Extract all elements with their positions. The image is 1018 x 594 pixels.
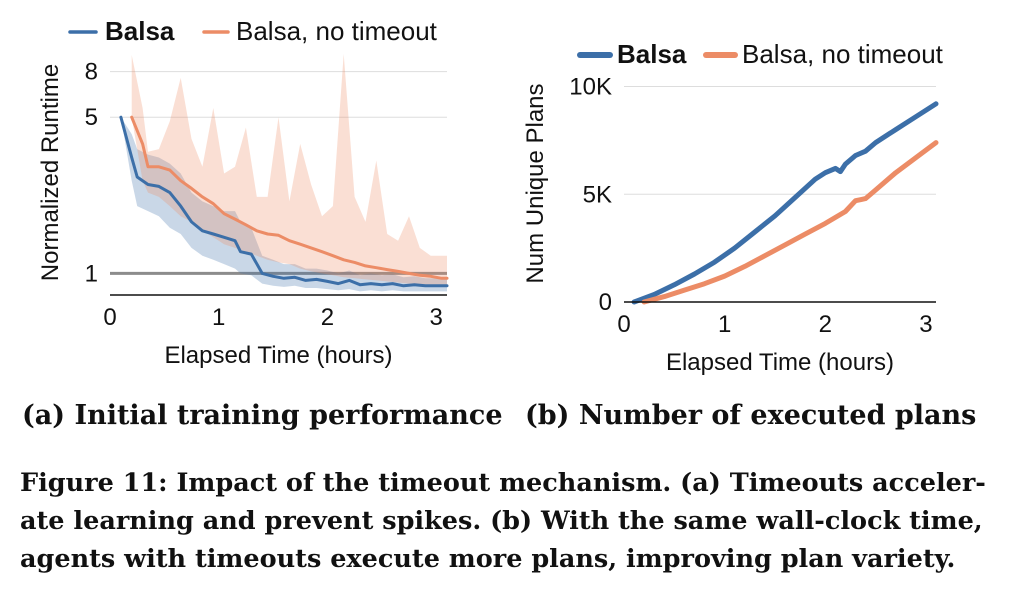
x-axis-label: Elapsed Time (hours) <box>164 342 392 369</box>
legend-label: Balsa, no timeout <box>742 39 944 69</box>
series-band <box>120 117 448 292</box>
legend-label: Balsa <box>105 16 175 46</box>
y-axis-label: Normalized Runtime <box>37 64 64 281</box>
x-tick-label: 1 <box>212 304 225 331</box>
y-tick-label: 0 <box>599 289 612 316</box>
x-tick-label: 1 <box>718 311 731 338</box>
figure-caption: Figure 11: Impact of the timeout mechani… <box>20 464 1000 578</box>
x-tick-label: 3 <box>919 311 932 338</box>
x-tick-label: 0 <box>103 304 116 331</box>
series-line <box>130 115 449 280</box>
y-tick-label: 8 <box>85 59 98 86</box>
series-band <box>131 54 447 286</box>
x-tick-label: 2 <box>321 304 334 331</box>
x-tick-label: 2 <box>819 311 832 338</box>
legend-label: Balsa, no timeout <box>236 16 438 46</box>
y-axis-label: Num Unique Plans <box>522 83 549 283</box>
subcaption-b: (b) Number of executed plans <box>525 400 977 431</box>
y-tick-label: 10K <box>569 74 612 101</box>
y-tick-label: 5K <box>583 181 612 208</box>
chart-b: 0 1 2 3 0 5K 10K Elapsed Time (hours) Num Unique… <box>522 39 944 376</box>
x-tick-label: 0 <box>617 311 630 338</box>
series-line <box>631 101 939 305</box>
caption-line: agents with timeouts execute more plans,… <box>20 544 956 574</box>
y-tick-label: 5 <box>85 104 98 131</box>
x-tick-label: 3 <box>429 304 442 331</box>
x-axis-label: Elapsed Time (hours) <box>666 349 894 376</box>
series-line <box>119 115 449 288</box>
subcaption-a: (a) Initial training performance <box>22 400 503 431</box>
caption-line: Figure 11: Impact of the timeout mechani… <box>20 468 986 498</box>
legend-label: Balsa <box>617 39 687 69</box>
y-tick-label: 1 <box>85 260 98 287</box>
series-line <box>641 140 939 305</box>
caption-line: ate learning and prevent spikes. (b) Wit… <box>20 506 983 536</box>
